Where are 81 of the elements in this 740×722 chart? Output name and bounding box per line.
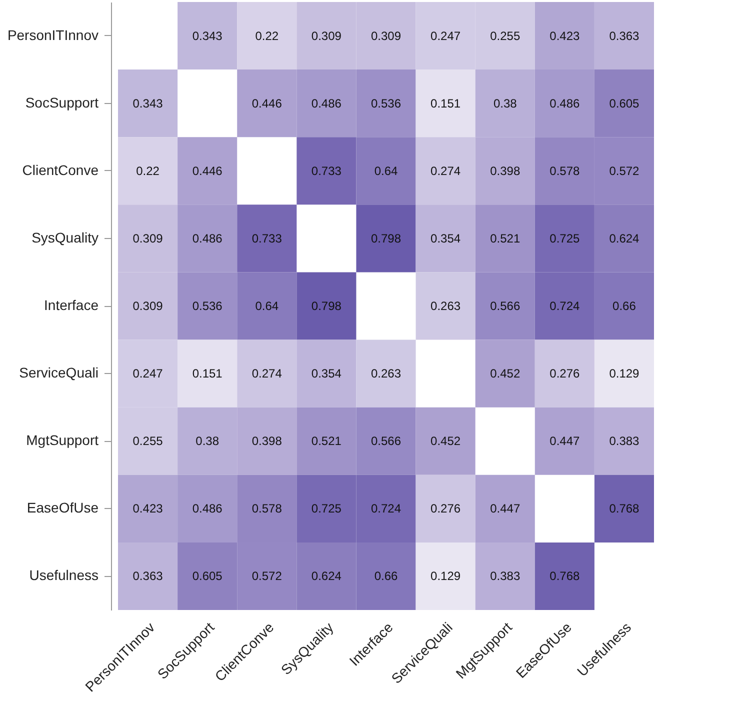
- data-label: 0.363: [132, 569, 164, 584]
- data-label: 0.798: [370, 231, 402, 246]
- data-label: 0.768: [609, 502, 640, 516]
- data-label: 0.486: [192, 231, 223, 246]
- data-label: 0.38: [196, 434, 220, 448]
- data-label: 0.521: [311, 434, 342, 448]
- data-label: 0.798: [311, 299, 342, 313]
- data-label: 0.521: [490, 231, 520, 246]
- data-label: 0.733: [311, 164, 342, 178]
- data-label: 0.423: [132, 502, 164, 516]
- data-label: 0.276: [550, 366, 580, 381]
- data-label: 0.343: [132, 96, 164, 110]
- data-label: 0.624: [609, 231, 640, 246]
- y-tick-label: SocSupport: [25, 94, 99, 110]
- data-label: 0.309: [370, 28, 402, 43]
- data-label: 0.274: [252, 366, 282, 381]
- data-label: 0.64: [255, 299, 279, 313]
- data-label: 0.354: [311, 366, 342, 381]
- y-tick-label: ServiceQuali: [19, 364, 98, 381]
- data-label: 0.263: [370, 366, 402, 381]
- data-label: 0.578: [550, 164, 580, 178]
- data-label: 0.383: [609, 434, 640, 448]
- data-label: 0.447: [550, 434, 580, 448]
- data-label: 0.725: [550, 231, 580, 246]
- y-tick-label: ClientConve: [22, 162, 99, 178]
- data-label: 0.66: [374, 569, 398, 584]
- data-label: 0.398: [252, 434, 282, 448]
- data-label: 0.572: [252, 569, 282, 584]
- data-label: 0.566: [490, 299, 520, 313]
- data-label: 0.536: [192, 299, 223, 313]
- data-label: 0.263: [430, 299, 461, 313]
- data-label: 0.452: [430, 434, 461, 448]
- data-label: 0.309: [132, 231, 164, 246]
- data-label: 0.724: [550, 299, 580, 313]
- data-label: 0.383: [490, 569, 520, 584]
- data-label: 0.22: [136, 164, 160, 178]
- y-tick-label: PersonITInnov: [7, 26, 98, 43]
- data-label: 0.452: [490, 366, 520, 381]
- data-label: 0.566: [370, 434, 402, 448]
- data-label: 0.38: [493, 96, 518, 110]
- data-label: 0.354: [430, 231, 461, 246]
- data-label: 0.151: [192, 366, 223, 381]
- data-label: 0.255: [132, 434, 164, 448]
- data-label: 0.276: [430, 502, 461, 516]
- data-label: 0.343: [192, 28, 223, 43]
- data-label: 0.66: [612, 299, 636, 313]
- data-label: 0.255: [490, 28, 520, 43]
- data-label: 0.486: [550, 96, 580, 110]
- data-label: 0.151: [430, 96, 461, 110]
- data-label: 0.486: [311, 96, 342, 110]
- data-label: 0.64: [374, 164, 398, 178]
- data-label: 0.129: [430, 569, 461, 584]
- data-label: 0.605: [609, 96, 640, 110]
- y-tick-label: MgtSupport: [26, 432, 99, 448]
- data-label: 0.447: [490, 502, 520, 516]
- data-label: 0.605: [192, 569, 223, 584]
- data-label: 0.733: [252, 231, 282, 246]
- data-label: 0.624: [311, 569, 342, 584]
- data-label: 0.423: [550, 28, 580, 43]
- data-label: 0.398: [490, 164, 520, 178]
- data-label: 0.572: [609, 164, 640, 178]
- data-label: 0.309: [311, 28, 342, 43]
- data-label: 0.247: [132, 366, 164, 381]
- data-label: 0.446: [252, 96, 282, 110]
- data-label: 0.274: [430, 164, 461, 178]
- y-tick-label: EaseOfUse: [26, 500, 99, 516]
- data-label: 0.578: [252, 502, 282, 516]
- data-label: 0.725: [311, 502, 342, 516]
- data-label: 0.129: [609, 366, 640, 381]
- data-label: 0.486: [192, 502, 223, 516]
- y-tick-label: Usefulness: [29, 567, 98, 584]
- y-tick-label: Interface: [44, 297, 99, 313]
- data-label: 0.363: [609, 28, 640, 43]
- y-tick-label: SysQuality: [32, 229, 98, 246]
- data-label: 0.309: [132, 299, 164, 313]
- data-label: 0.536: [370, 96, 402, 110]
- data-label: 0.724: [370, 502, 402, 516]
- data-label: 0.446: [192, 164, 223, 178]
- data-label: 0.768: [550, 569, 580, 584]
- data-label: 0.22: [255, 28, 279, 43]
- data-label: 0.247: [430, 28, 461, 43]
